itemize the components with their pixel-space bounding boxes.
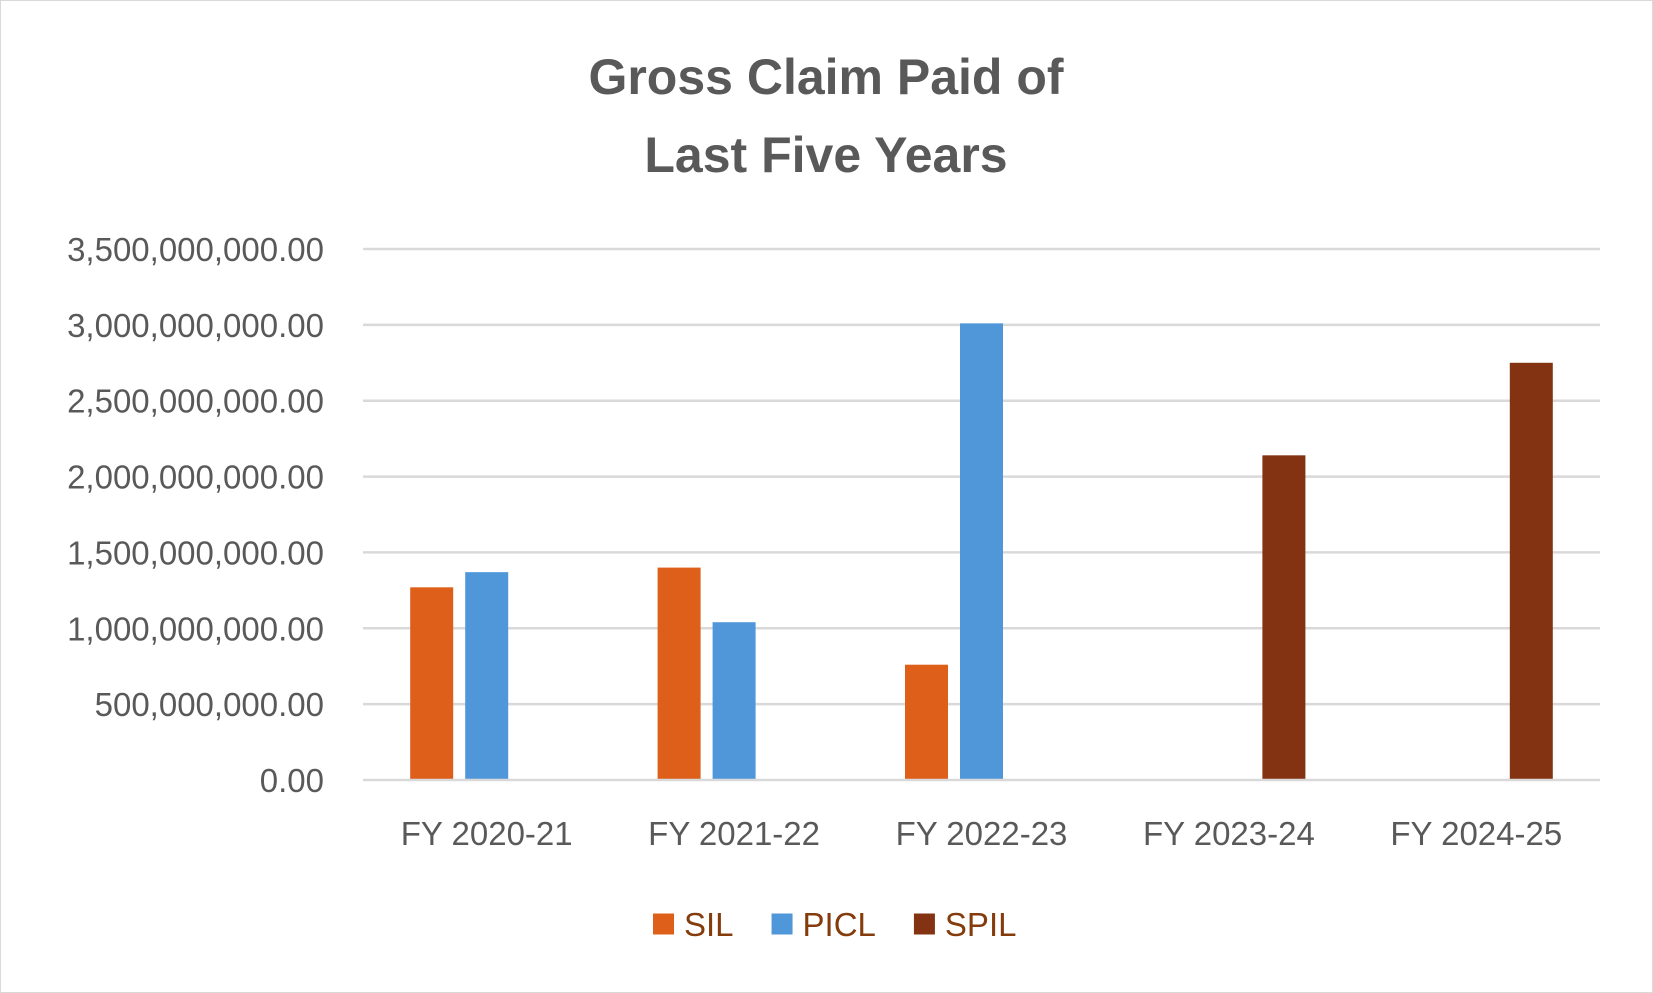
x-axis-category-labels: FY 2020-21 FY 2021-22 FY 2022-23 FY 2023-24… [401,815,1562,852]
legend: SIL PICL SPIL [653,906,1016,943]
x-category-label: FY 2021-22 [648,815,820,852]
bar-spil-5 [1509,362,1553,780]
bars [410,323,1553,780]
chart-title: Gross Claim Paid of Last Five Years [588,49,1063,183]
legend-swatch-picl [771,913,793,935]
bar-spil-4 [1262,455,1306,780]
bar-picl-3 [960,323,1003,780]
legend-label-picl: PICL [803,906,876,943]
bar-picl-2 [712,622,756,780]
x-category-label: FY 2023-24 [1143,815,1315,852]
y-tick-label: 0.00 [260,762,324,799]
bar-picl-1 [465,572,509,780]
y-tick-label: 1,000,000,000.00 [67,610,324,647]
chart-title-line-2: Last Five Years [644,127,1007,183]
x-category-label: FY 2024-25 [1390,815,1562,852]
bar-sil-3 [905,664,948,780]
y-tick-label: 3,500,000,000.00 [67,231,324,268]
y-tick-label: 2,000,000,000.00 [67,459,324,496]
bar-sil-1 [410,587,454,780]
y-tick-label: 1,500,000,000.00 [67,534,324,571]
legend-label-sil: SIL [684,906,734,943]
bar-sil-2 [657,567,701,780]
chart-title-line-1: Gross Claim Paid of [588,49,1063,105]
x-category-label: FY 2022-23 [896,815,1068,852]
legend-label-spil: SPIL [945,906,1017,943]
y-tick-label: 500,000,000.00 [95,686,324,723]
x-category-label: FY 2020-21 [401,815,573,852]
y-axis-tick-labels: 0.00 500,000,000.00 1,000,000,000.00 1,500,… [67,231,324,799]
y-tick-label: 3,000,000,000.00 [67,307,324,344]
legend-swatch-sil [653,913,674,935]
legend-swatch-spil [913,913,935,935]
y-tick-label: 2,500,000,000.00 [67,383,324,420]
